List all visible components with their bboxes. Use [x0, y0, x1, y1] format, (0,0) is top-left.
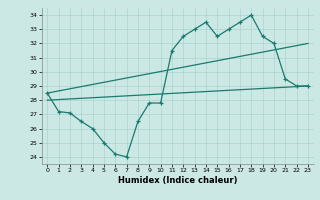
- X-axis label: Humidex (Indice chaleur): Humidex (Indice chaleur): [118, 176, 237, 185]
